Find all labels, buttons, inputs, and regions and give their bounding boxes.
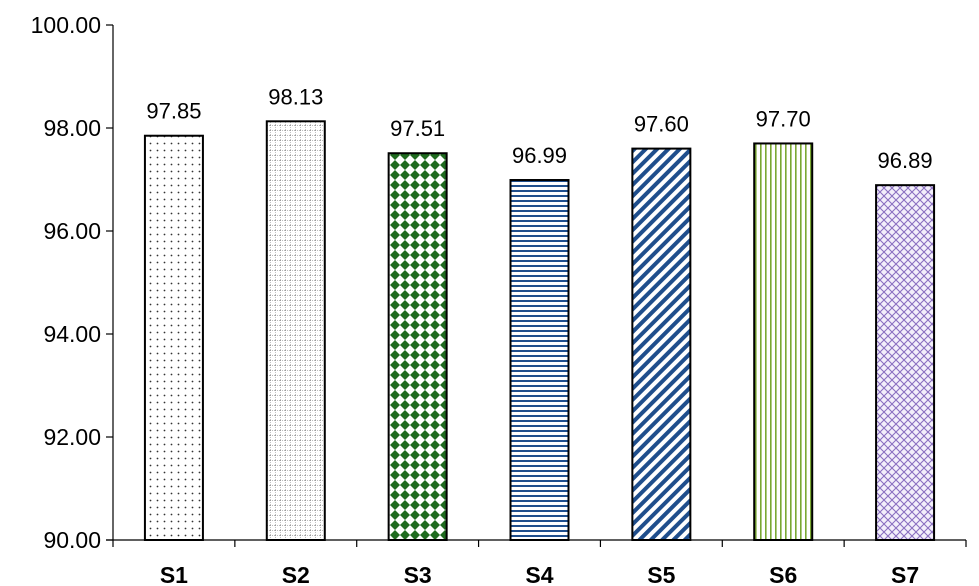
x-tick-label-s7: S7 — [891, 562, 919, 586]
bar-s6 — [753, 142, 814, 541]
y-tick-label: 90.00 — [43, 527, 101, 553]
bar-s7 — [875, 184, 936, 541]
y-tick-label: 94.00 — [43, 321, 101, 347]
data-label-s5: 97.60 — [634, 112, 689, 137]
bar-s4 — [509, 179, 570, 541]
x-tick-label-s6: S6 — [769, 562, 797, 586]
x-tick-label-s2: S2 — [282, 562, 310, 586]
data-label-s1: 97.85 — [146, 99, 201, 124]
y-tick-label: 92.00 — [43, 424, 101, 450]
bar-s3 — [387, 152, 448, 542]
y-tick-label: 100.00 — [31, 12, 101, 38]
bar-s2 — [265, 120, 326, 542]
data-label-s6: 97.70 — [756, 106, 811, 131]
axes: 90.00 92.00 94.00 96.00 98.00 100.00 — [31, 12, 967, 553]
y-tick-label: 96.00 — [43, 218, 101, 244]
x-tick-label-s5: S5 — [647, 562, 675, 586]
labels: 97.85 S1 98.13 S2 97.51 S3 96.99 S4 97.60 S5 97.70… — [146, 84, 932, 586]
data-label-s4: 96.99 — [512, 143, 567, 168]
data-label-s3: 97.51 — [390, 116, 445, 141]
data-label-s2: 98.13 — [268, 84, 323, 109]
bar-s5 — [631, 147, 692, 541]
data-label-s7: 96.89 — [878, 148, 933, 173]
x-tick-label-s3: S3 — [404, 562, 432, 586]
x-tick-label-s1: S1 — [160, 562, 188, 586]
bar-s1 — [143, 134, 204, 541]
y-tick-label: 98.00 — [43, 115, 101, 141]
bars — [143, 120, 936, 542]
x-tick-label-s4: S4 — [525, 562, 553, 586]
